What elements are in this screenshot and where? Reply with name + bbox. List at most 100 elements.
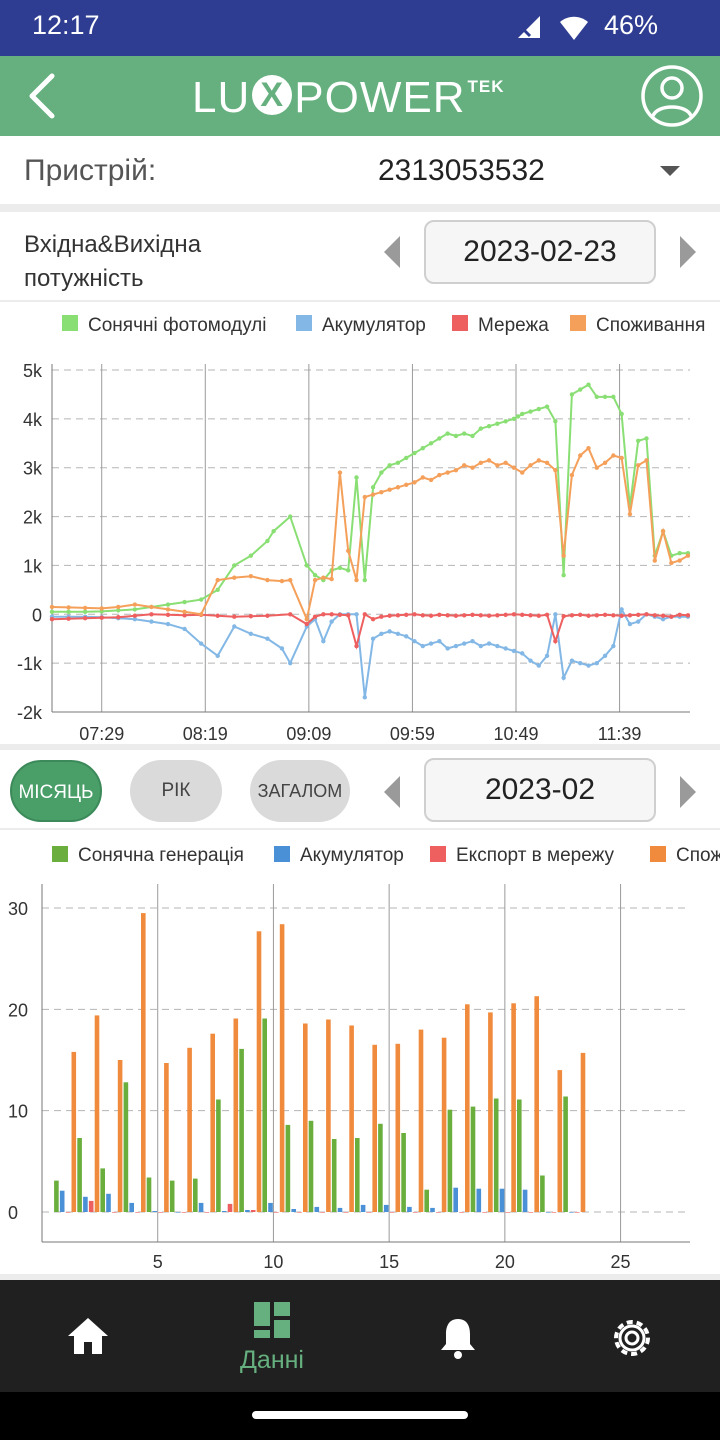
bar bbox=[100, 1168, 105, 1212]
bar bbox=[210, 1033, 215, 1212]
data-point bbox=[569, 658, 575, 663]
bar bbox=[123, 1082, 129, 1212]
data-point bbox=[370, 492, 376, 497]
bar bbox=[476, 1188, 482, 1212]
data-point bbox=[288, 612, 293, 617]
x-tick-label: 07:29 bbox=[79, 724, 124, 744]
data-point bbox=[478, 460, 483, 466]
data-point bbox=[619, 607, 624, 612]
nav-alerts[interactable] bbox=[410, 1280, 506, 1392]
data-point bbox=[636, 438, 641, 444]
data-point bbox=[520, 411, 525, 417]
tab-total[interactable]: ЗАГАЛОМ bbox=[250, 760, 350, 822]
data-point bbox=[215, 653, 220, 659]
tab-year[interactable]: РІК bbox=[130, 760, 222, 822]
data-point bbox=[553, 612, 558, 617]
y-tick-label: -2k bbox=[17, 703, 43, 723]
data-point bbox=[428, 641, 434, 646]
data-point bbox=[561, 675, 566, 680]
data-point bbox=[536, 406, 541, 412]
data-point bbox=[636, 612, 641, 617]
data-point bbox=[553, 638, 558, 644]
prev-day-arrow-icon[interactable] bbox=[384, 236, 400, 268]
y-tick-label: 5k bbox=[23, 361, 43, 381]
bar bbox=[204, 1212, 210, 1213]
month-picker[interactable]: 2023-02 bbox=[424, 758, 656, 822]
legend-swatch bbox=[274, 846, 290, 862]
back-arrow-icon[interactable] bbox=[18, 68, 68, 124]
bar bbox=[112, 1212, 117, 1213]
nav-settings[interactable] bbox=[584, 1280, 680, 1392]
nav-data[interactable]: Данні bbox=[212, 1280, 332, 1392]
x-tick-label: 15 bbox=[379, 1252, 399, 1272]
bar bbox=[424, 1189, 429, 1212]
data-point bbox=[544, 404, 550, 409]
data-point bbox=[198, 612, 204, 617]
bar bbox=[441, 1037, 447, 1212]
data-point bbox=[346, 613, 351, 618]
data-point bbox=[495, 421, 500, 426]
data-point bbox=[503, 460, 508, 466]
home-indicator[interactable] bbox=[252, 1411, 468, 1419]
data-point bbox=[428, 613, 434, 618]
data-point bbox=[528, 409, 533, 414]
legend-swatch bbox=[430, 846, 446, 862]
bar bbox=[88, 1200, 94, 1212]
data-point bbox=[470, 433, 475, 439]
power-date-picker[interactable]: 2023-02-23 bbox=[424, 220, 656, 284]
bar bbox=[563, 1096, 568, 1212]
bar bbox=[169, 1180, 175, 1212]
next-day-arrow-icon[interactable] bbox=[680, 236, 696, 268]
data-point bbox=[165, 607, 171, 612]
bar bbox=[383, 1204, 389, 1212]
y-tick-label: 4k bbox=[23, 410, 43, 430]
data-point bbox=[611, 643, 616, 649]
data-point bbox=[627, 511, 633, 517]
data-point bbox=[602, 460, 608, 466]
data-point bbox=[619, 411, 624, 417]
data-point bbox=[387, 463, 392, 468]
data-point bbox=[132, 613, 138, 618]
next-month-arrow-icon[interactable] bbox=[680, 776, 696, 808]
data-point bbox=[288, 660, 293, 666]
bar bbox=[447, 1109, 453, 1212]
data-point bbox=[248, 553, 254, 558]
bar bbox=[164, 1063, 169, 1212]
data-point bbox=[66, 605, 71, 610]
data-point bbox=[329, 576, 334, 582]
data-point bbox=[354, 612, 359, 617]
bar bbox=[499, 1188, 505, 1212]
data-point bbox=[611, 394, 616, 400]
data-point bbox=[379, 489, 384, 495]
data-point bbox=[462, 613, 467, 618]
data-point bbox=[279, 646, 285, 651]
data-point bbox=[453, 643, 459, 649]
dropdown-caret-icon[interactable] bbox=[660, 166, 680, 176]
data-point bbox=[132, 616, 138, 622]
data-point bbox=[462, 463, 467, 468]
data-point bbox=[265, 613, 270, 618]
data-point bbox=[553, 419, 558, 424]
data-point bbox=[404, 455, 409, 461]
user-profile-icon[interactable] bbox=[640, 64, 704, 128]
nav-home[interactable] bbox=[40, 1280, 136, 1392]
bar bbox=[181, 1212, 187, 1213]
bar bbox=[331, 1139, 337, 1212]
bar bbox=[279, 924, 285, 1212]
prev-month-arrow-icon[interactable] bbox=[384, 776, 400, 808]
home-icon bbox=[68, 1318, 108, 1354]
bell-icon bbox=[441, 1319, 475, 1359]
data-point bbox=[627, 613, 633, 618]
tab-month[interactable]: МІСЯЦЬ bbox=[10, 760, 102, 822]
data-point bbox=[536, 458, 541, 463]
legend-label: Акумулятор bbox=[300, 845, 404, 866]
device-selector[interactable]: Пристрій: 2313053532 bbox=[0, 136, 720, 204]
data-point bbox=[619, 455, 624, 461]
status-time: 12:17 bbox=[32, 10, 100, 40]
data-point bbox=[586, 663, 591, 668]
data-point bbox=[420, 445, 425, 451]
data-point bbox=[594, 465, 599, 470]
data-point bbox=[453, 467, 459, 473]
data-point bbox=[379, 614, 384, 619]
bar bbox=[227, 1203, 233, 1212]
